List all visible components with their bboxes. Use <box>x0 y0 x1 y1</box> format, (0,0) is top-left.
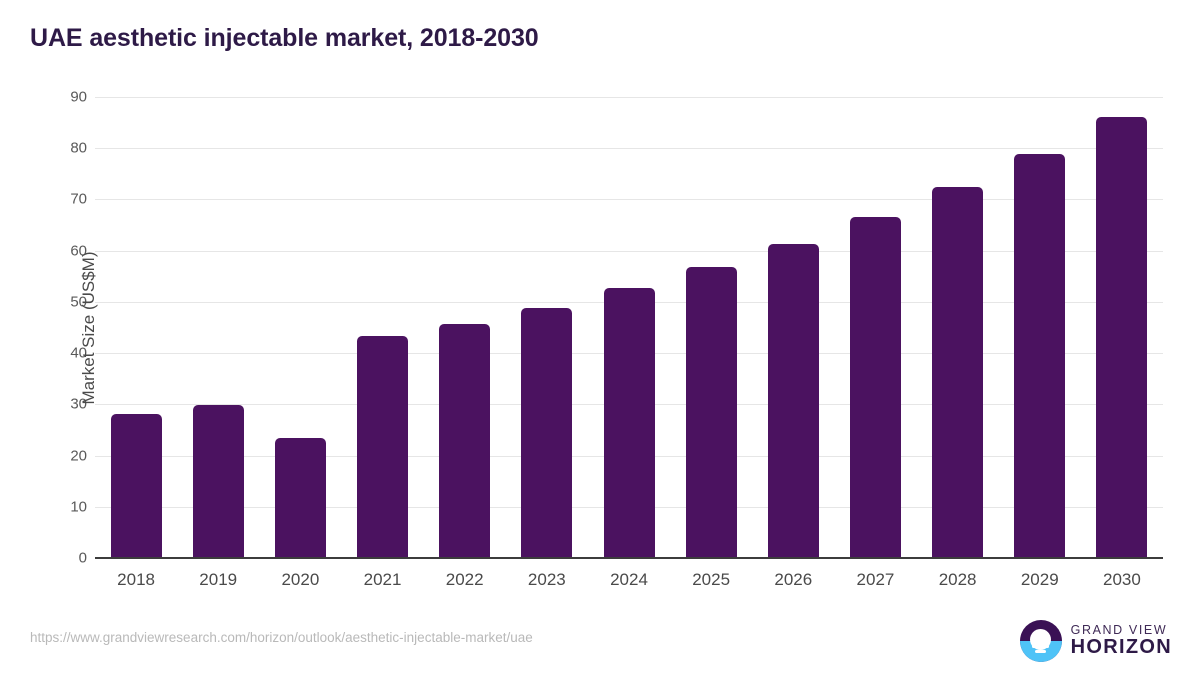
bar-2028[interactable] <box>932 187 984 558</box>
x-tick-label-2019: 2019 <box>199 570 238 589</box>
y-tick-label: 70 <box>70 190 87 208</box>
x-tick-label-2018: 2018 <box>117 570 155 589</box>
y-axis-title: Market Size (US$M) <box>79 250 98 405</box>
bar-2029[interactable] <box>1014 154 1066 558</box>
x-tick-label-2021: 2021 <box>363 570 402 589</box>
y-tick-label: 20 <box>70 447 87 465</box>
y-tick-label: 60 <box>70 242 87 260</box>
grand-view-horizon-logo[interactable]: GRAND VIEW HORIZON <box>1019 620 1172 662</box>
bar-2030[interactable] <box>1096 116 1148 558</box>
bar-2021[interactable] <box>357 336 409 558</box>
x-tick-label-2025: 2025 <box>692 570 731 589</box>
horizon-sun-icon <box>1019 620 1062 662</box>
x-tick-label-2023: 2023 <box>527 570 566 589</box>
page-title: UAE aesthetic injectable market, 2018-20… <box>30 24 539 52</box>
y-tick-label: 90 <box>70 88 87 106</box>
bar-2022[interactable] <box>439 324 491 558</box>
y-tick-label: 80 <box>70 139 87 157</box>
plot-area <box>95 97 1163 558</box>
bar-2027[interactable] <box>849 216 901 558</box>
bar-2024[interactable] <box>603 288 655 558</box>
y-tick-label: 0 <box>78 549 87 567</box>
x-tick-label-2026: 2026 <box>774 570 813 589</box>
logo-sun-circle <box>1030 629 1052 650</box>
x-tick-label-2029: 2029 <box>1020 570 1059 589</box>
logo-text: GRAND VIEW HORIZON <box>1071 624 1172 657</box>
x-tick-label-2027: 2027 <box>856 570 895 589</box>
y-axis-ticks: 0 10 20 30 40 50 60 70 80 90 <box>40 89 87 567</box>
bar-2018[interactable] <box>110 414 162 558</box>
x-axis-line <box>95 557 1163 559</box>
bar-2026[interactable] <box>767 243 819 558</box>
y-tick-label: 10 <box>70 498 87 516</box>
gridline <box>95 250 1163 252</box>
x-tick-label-2022: 2022 <box>445 570 484 589</box>
bar-2023[interactable] <box>521 307 573 558</box>
gridline <box>95 148 1163 150</box>
y-tick-label: 30 <box>70 395 87 413</box>
y-tick-label: 40 <box>70 344 87 362</box>
x-tick-label-2020: 2020 <box>281 570 320 589</box>
x-tick-label-2028: 2028 <box>938 570 977 589</box>
logo-line-grand-view: GRAND VIEW <box>1070 623 1168 638</box>
gridline <box>95 199 1163 201</box>
x-tick-label-2024: 2024 <box>610 570 648 589</box>
bar-2025[interactable] <box>685 267 737 558</box>
x-tick-label-2030: 2030 <box>1103 570 1141 589</box>
logo-line-horizon: HORIZON <box>1070 636 1172 659</box>
gridline <box>95 97 1163 98</box>
y-axis-title-wrapper: Market Size (US$M) <box>42 97 98 558</box>
y-tick-label: 50 <box>70 293 87 311</box>
bar-2020[interactable] <box>274 438 326 558</box>
source-url[interactable]: https://www.grandviewresearch.com/horizo… <box>30 630 533 645</box>
bar-2019[interactable] <box>192 404 244 558</box>
logo-ray-lower <box>1035 650 1047 653</box>
logo-ray-upper <box>1032 645 1050 648</box>
